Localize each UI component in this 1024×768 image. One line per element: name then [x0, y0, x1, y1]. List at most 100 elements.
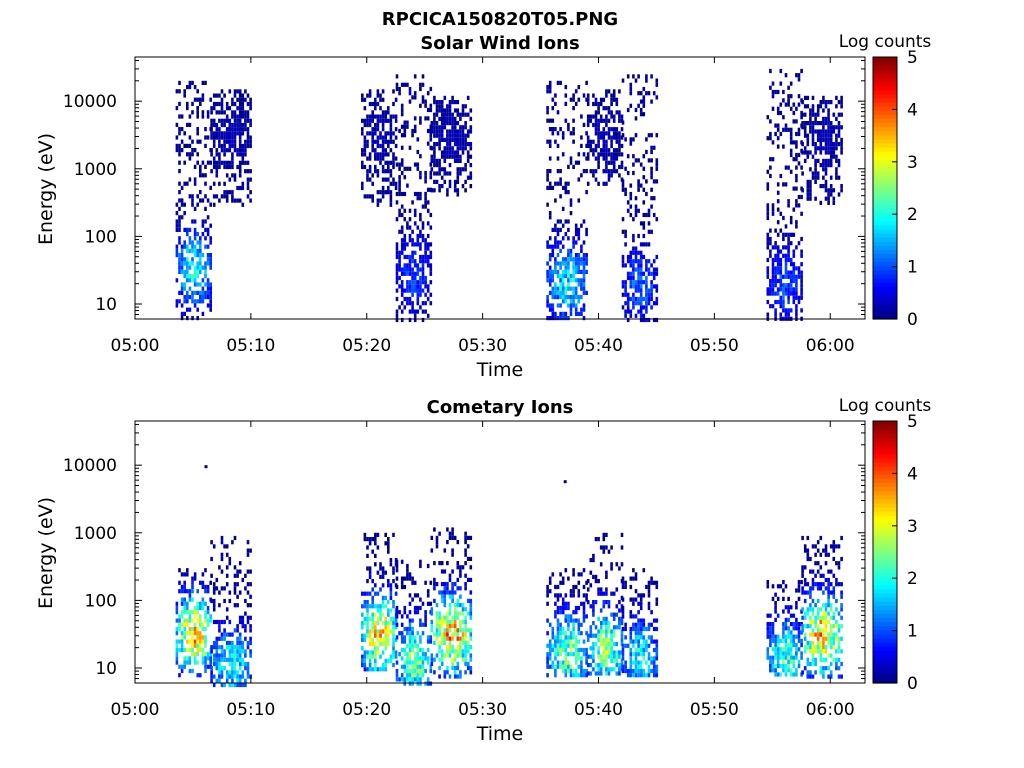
heatmap-bin [440, 137, 444, 142]
heatmap-bin [574, 286, 578, 291]
heatmap-bin [246, 139, 250, 144]
heatmap-bin [792, 291, 796, 296]
heatmap-bin [400, 242, 404, 247]
heatmap-bin [406, 120, 409, 125]
heatmap-bin [637, 179, 640, 184]
heatmap-bin [567, 269, 570, 274]
colorbar-segment [873, 613, 897, 619]
heatmap-bin [816, 586, 820, 591]
heatmap-bin [186, 227, 189, 232]
heatmap-bin [461, 653, 465, 658]
heatmap-bin [233, 198, 237, 203]
heatmap-bin [186, 631, 189, 636]
heatmap-bin [209, 257, 212, 262]
heatmap-bin [403, 610, 407, 615]
heatmap-bin [776, 123, 780, 128]
heatmap-bin [212, 645, 216, 650]
heatmap-bin [464, 582, 467, 587]
heatmap-bin [637, 626, 640, 632]
heatmap-bin [186, 152, 189, 157]
heatmap-bin [180, 269, 184, 274]
heatmap-bin [384, 131, 387, 136]
heatmap-bin [406, 563, 409, 569]
heatmap-bin [586, 181, 590, 186]
heatmap-bin [551, 316, 555, 321]
heatmap-bin [389, 131, 393, 136]
heatmap-bin [381, 194, 385, 199]
heatmap-bin [446, 116, 449, 121]
heatmap-bin [629, 254, 633, 260]
heatmap-bin [408, 643, 412, 648]
heatmap-bin [459, 611, 462, 616]
heatmap-bin [795, 140, 798, 145]
heatmap-bin [228, 135, 232, 140]
heatmap-bin [569, 299, 573, 304]
heatmap-bin [368, 650, 372, 655]
heatmap-bin [577, 152, 581, 157]
heatmap-bin [784, 655, 788, 660]
heatmap-bin [188, 143, 192, 148]
heatmap-bin [801, 670, 804, 675]
heatmap-bin [183, 143, 186, 148]
heatmap-bin [629, 673, 633, 678]
heatmap-bin [426, 128, 430, 134]
heatmap-bin [225, 640, 229, 646]
colorbar-segment [873, 192, 897, 197]
heatmap-bin [639, 112, 643, 117]
heatmap-bin [395, 605, 399, 611]
colorbar-segment [873, 482, 897, 488]
heatmap-bin [180, 643, 184, 648]
heatmap-bin [408, 626, 412, 632]
heatmap-bin [241, 114, 245, 119]
heatmap-bin [400, 622, 404, 627]
heatmap-bin [246, 143, 250, 149]
heatmap-bin [774, 241, 777, 246]
heatmap-bin [366, 566, 369, 571]
heatmap-bin [551, 118, 555, 123]
heatmap-bin [774, 605, 777, 610]
colorbar-segment [873, 572, 897, 578]
heatmap-bin [612, 654, 616, 659]
heatmap-bin [624, 626, 627, 632]
heatmap-bin [400, 639, 404, 644]
heatmap-bin [559, 177, 562, 182]
heatmap-bin [196, 673, 199, 678]
heatmap-bin [585, 190, 588, 195]
heatmap-bin [419, 229, 422, 234]
heatmap-bin [569, 618, 573, 623]
heatmap-bin [652, 656, 656, 661]
heatmap-bin [384, 177, 387, 182]
heatmap-bin [574, 257, 578, 262]
heatmap-bin [201, 584, 205, 590]
heatmap-bin [776, 291, 780, 296]
heatmap-bin [597, 629, 600, 634]
heatmap-bin [244, 139, 247, 144]
heatmap-bin [435, 129, 439, 134]
heatmap-bin [395, 584, 399, 590]
heatmap-bin [647, 635, 651, 640]
heatmap-bin [586, 122, 590, 128]
heatmap-bin [787, 85, 790, 90]
heatmap-bin [225, 565, 229, 570]
heatmap-bin [186, 143, 189, 148]
heatmap-bin [456, 133, 460, 138]
heatmap-bin [607, 110, 611, 115]
heatmap-bin [371, 637, 374, 642]
heatmap-bin [647, 652, 651, 657]
heatmap-bin [233, 148, 237, 153]
heatmap-bin [419, 267, 422, 272]
heatmap-bin [395, 313, 399, 318]
heatmap-bin [416, 242, 420, 247]
heatmap-bin [652, 668, 656, 674]
heatmap-bin [459, 167, 462, 172]
heatmap-bin [621, 664, 625, 669]
heatmap-bin [769, 228, 772, 233]
heatmap-bin [413, 635, 417, 640]
heatmap-bin [389, 202, 393, 207]
heatmap-bin [246, 118, 250, 123]
heatmap-bin [398, 259, 401, 264]
heatmap-bin [594, 625, 598, 630]
colorbar-segment [873, 629, 897, 635]
heatmap-bin [569, 589, 573, 594]
heatmap-bin [819, 586, 823, 591]
